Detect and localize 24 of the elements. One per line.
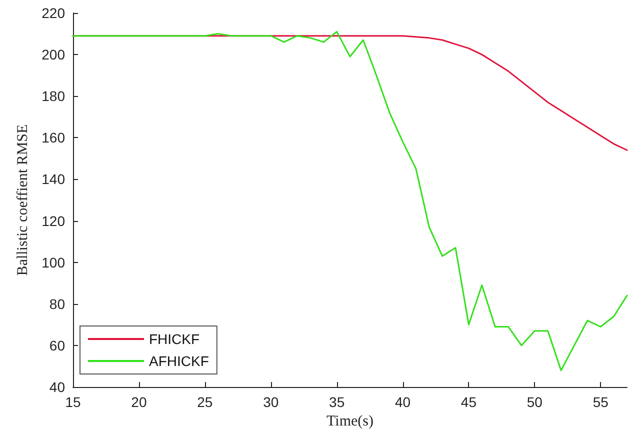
x-tick-label: 15 — [65, 394, 81, 410]
y-tick-label: 180 — [42, 88, 66, 104]
x-axis-title: Time(s) — [326, 413, 374, 430]
y-tick-label: 160 — [42, 130, 66, 146]
y-tick-label: 80 — [49, 296, 66, 312]
x-tick-label: 35 — [329, 394, 345, 410]
x-tick-label: 30 — [263, 394, 279, 410]
y-tick-label: 40 — [49, 379, 66, 395]
line-series — [72, 30, 628, 372]
y-tick-label: 140 — [42, 171, 66, 188]
x-tick-label: 40 — [394, 394, 411, 410]
y-tick-label: 60 — [49, 337, 66, 354]
legend-label: FHICKF — [149, 331, 200, 347]
x-tick-label: 50 — [526, 394, 543, 410]
x-tick-label: 45 — [460, 394, 477, 410]
x-tick-label: 25 — [197, 394, 213, 410]
y-tick-label: 200 — [42, 46, 66, 63]
y-axis-title: Ballistic coeffient RMSE — [15, 124, 32, 276]
y-tick-label: 220 — [42, 5, 66, 21]
y-tick-label: 100 — [42, 254, 66, 270]
x-tick-label: 55 — [592, 394, 609, 410]
x-tick-label: 20 — [131, 394, 147, 410]
legend-label: AFHICKF — [149, 353, 209, 369]
y-tick-label: 120 — [42, 212, 66, 229]
